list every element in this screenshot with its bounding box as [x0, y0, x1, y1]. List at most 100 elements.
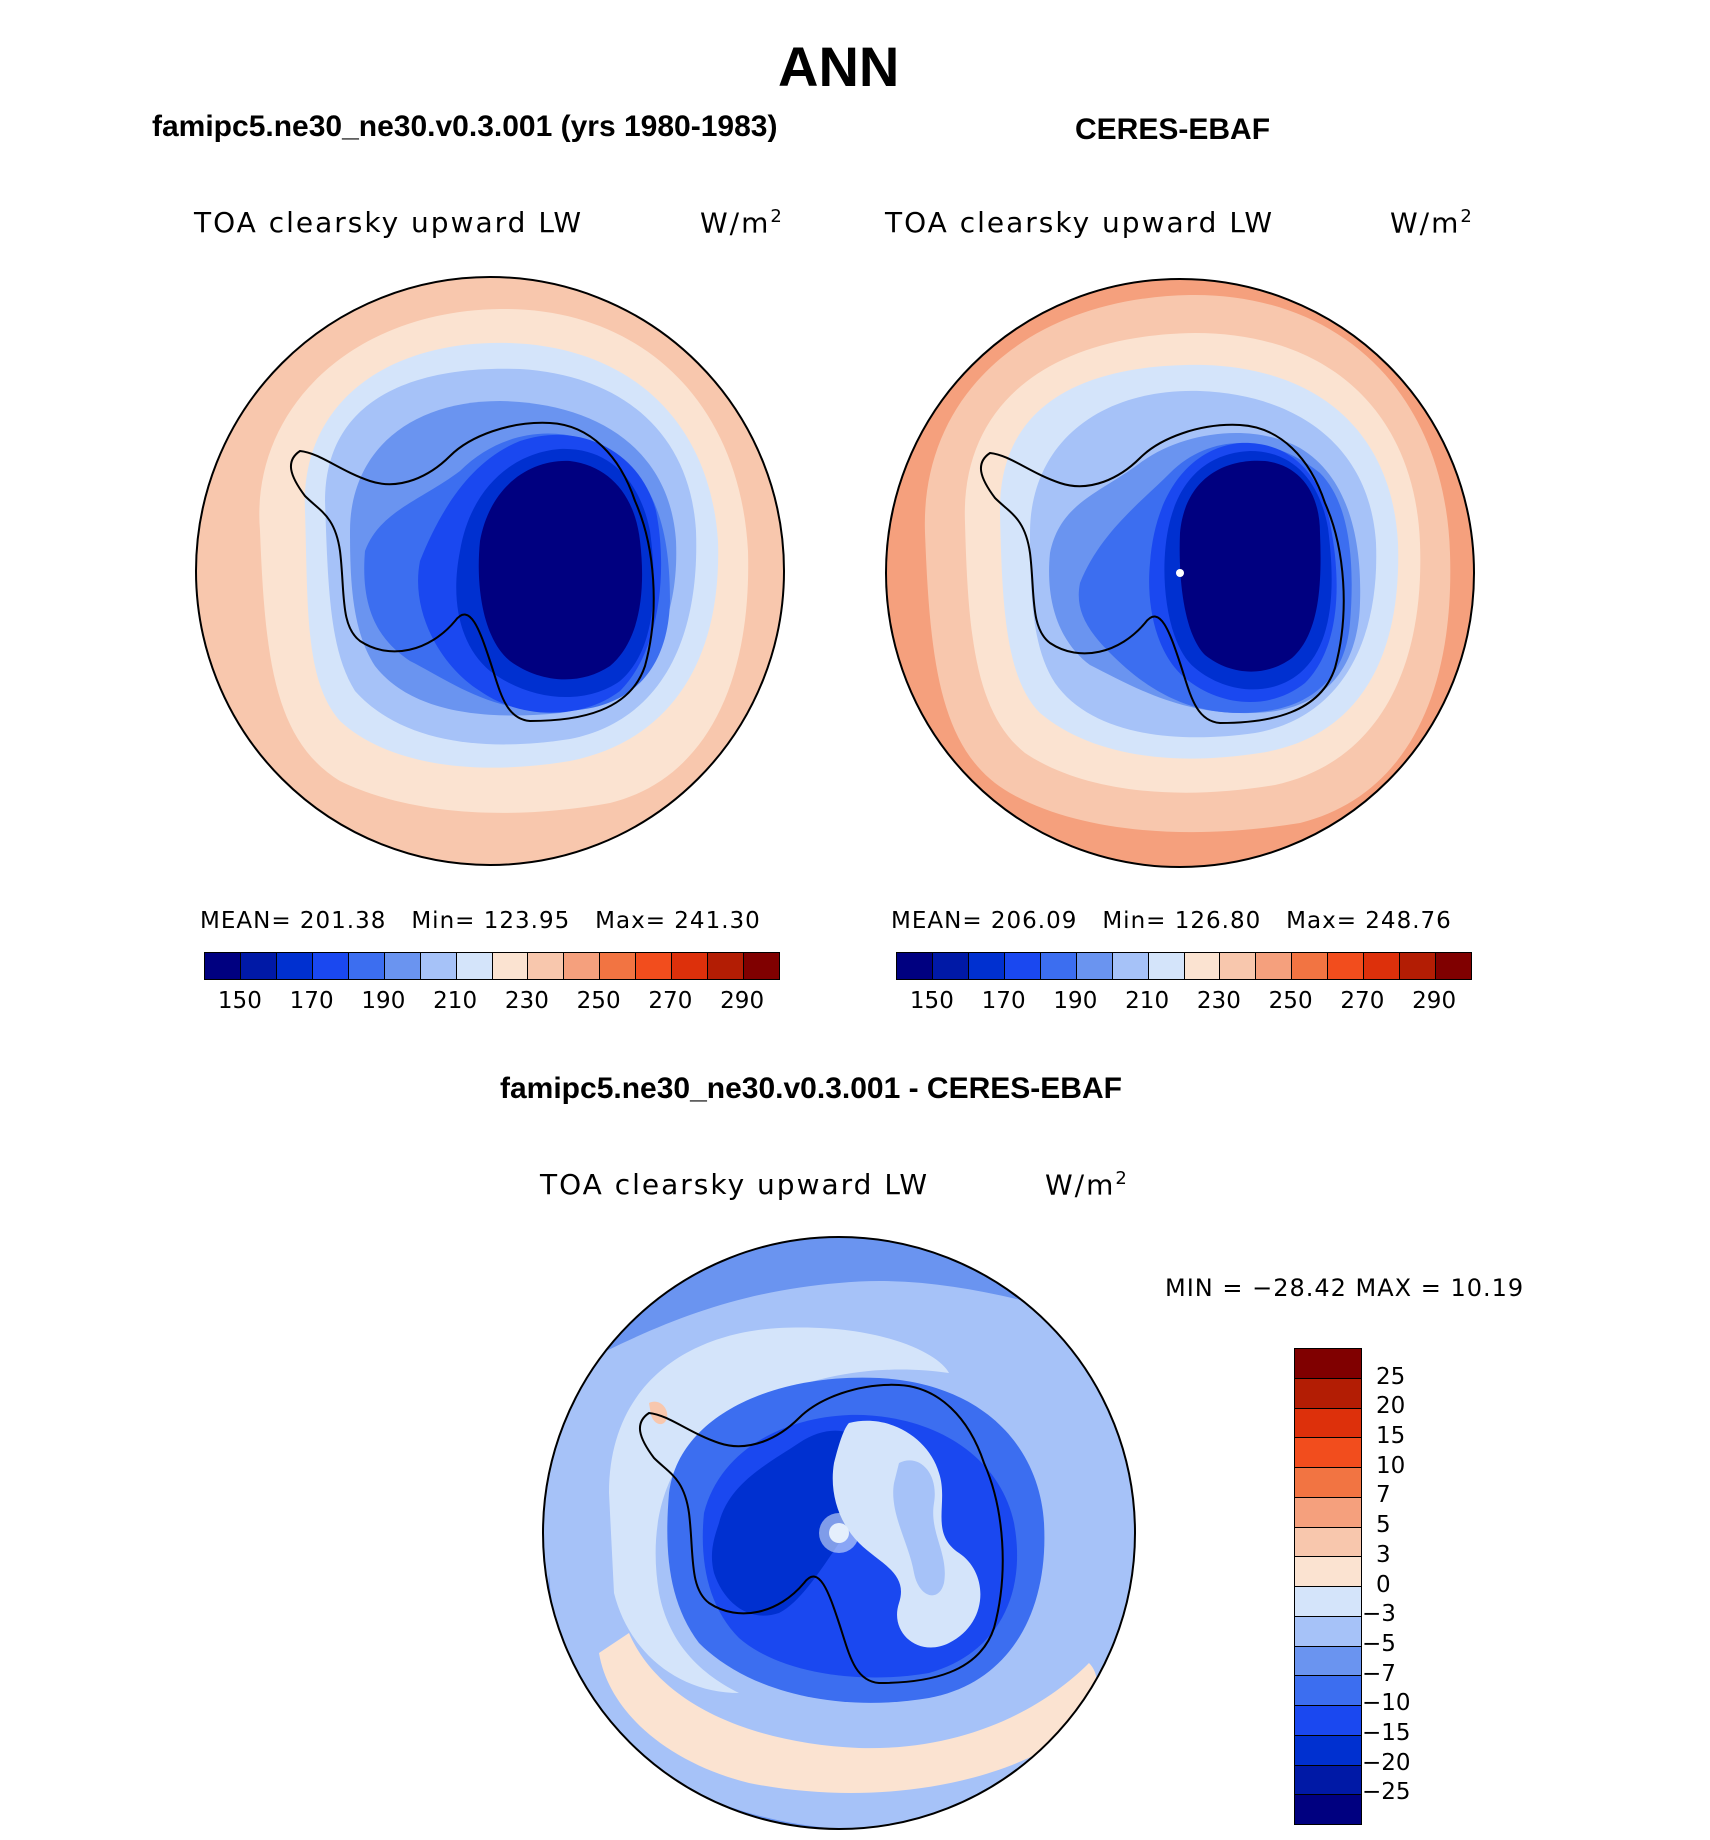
contour-band-150-160	[1179, 460, 1321, 672]
colorbar-tick-label: 15	[1376, 1423, 1406, 1450]
right-mean-label: MEAN=	[891, 908, 983, 934]
left-units-exp: 2	[770, 206, 784, 227]
colorbar-swatch-7	[1295, 1557, 1361, 1587]
left-variable-label: TOA clearsky upward LW	[194, 206, 584, 239]
colorbar-swatch-1	[932, 953, 969, 979]
south-pole-marker	[1176, 569, 1184, 577]
diff-colorbar-ticks: 25 20 15 10 7 5 3 0 −3 −5 −7 −10 −15 −20 −25	[1362, 1348, 1450, 1823]
colorbar-tick-label: 250	[1268, 988, 1313, 1014]
left-min-label: Min=	[411, 908, 476, 934]
left-stats: MEAN= 201.38 Min= 123.95 Max= 241.30	[200, 908, 761, 934]
diff-units-label: W/m2	[1045, 1168, 1129, 1201]
colorbar-swatch-13	[1295, 1735, 1361, 1766]
colorbar-swatch-6	[1295, 1527, 1361, 1558]
colorbar-tick-label: 230	[504, 988, 549, 1014]
left-units-base: W/m	[700, 206, 771, 240]
contour-band-minus3-minus5-interior	[893, 1460, 945, 1596]
colorbar-tick-label: 290	[1412, 988, 1457, 1014]
colorbar-tick-label: 230	[1196, 988, 1241, 1014]
colorbar-swatch-7	[1148, 953, 1185, 979]
colorbar-swatch-13	[1364, 953, 1401, 979]
colorbar-tick-label: 170	[289, 988, 334, 1014]
colorbar-tick-label: −20	[1362, 1749, 1411, 1776]
right-min-value: 126.80	[1174, 908, 1262, 934]
left-panel-header: famipc5.ne30_ne30.v0.3.001 (yrs 1980-198…	[152, 110, 778, 143]
colorbar-swatch-3	[1004, 953, 1041, 979]
colorbar-swatch-9	[528, 953, 565, 979]
colorbar-tick-label: 5	[1376, 1512, 1391, 1539]
colorbar-swatch-1	[1295, 1378, 1361, 1409]
right-mean-value: 206.09	[990, 908, 1078, 934]
colorbar-swatch-6	[420, 953, 457, 979]
left-map-boundary	[195, 276, 785, 866]
colorbar-swatch-6	[1112, 953, 1149, 979]
colorbar-swatch-2	[968, 953, 1005, 979]
colorbar-swatch-9	[1220, 953, 1257, 979]
colorbar-tick-label: 190	[361, 988, 406, 1014]
left-max-value: 241.30	[674, 908, 761, 934]
colorbar-swatch-8	[1295, 1587, 1361, 1617]
colorbar-tick-label: 150	[217, 988, 262, 1014]
colorbar-swatch-10	[1256, 953, 1293, 979]
colorbar-tick-label: 190	[1053, 988, 1098, 1014]
antarctica-coastline	[290, 421, 655, 723]
left-mean-value: 201.38	[299, 908, 387, 934]
colorbar-swatch-0	[897, 953, 933, 979]
colorbar-swatch-12	[636, 953, 673, 979]
colorbar-tick-label: 10	[1376, 1452, 1406, 1479]
right-colorbar	[896, 952, 1472, 980]
colorbar-swatch-15	[744, 953, 779, 979]
colorbar-tick-label: 270	[648, 988, 693, 1014]
right-min-label: Min=	[1102, 908, 1167, 934]
colorbar-swatch-5	[384, 953, 421, 979]
colorbar-swatch-3	[312, 953, 349, 979]
colorbar-swatch-7	[456, 953, 493, 979]
right-units-exp: 2	[1460, 206, 1474, 227]
diff-units-exp: 2	[1115, 1168, 1129, 1189]
colorbar-swatch-8	[492, 953, 529, 979]
colorbar-swatch-10	[1295, 1646, 1361, 1677]
contour-band-positive-peninsula	[649, 1401, 668, 1425]
right-max-value: 248.76	[1365, 908, 1452, 934]
right-units-base: W/m	[1390, 206, 1461, 240]
colorbar-swatch-4	[1295, 1468, 1361, 1498]
right-colorbar-ticks: 150 170 190 210 230 250 270 290	[896, 988, 1470, 1018]
colorbar-swatch-14	[708, 953, 745, 979]
colorbar-swatch-14	[1400, 953, 1437, 979]
colorbar-tick-label: 210	[1125, 988, 1170, 1014]
contour-band-0-3	[599, 1633, 1097, 1793]
colorbar-tick-label: −7	[1362, 1660, 1396, 1687]
colorbar-tick-label: 150	[909, 988, 954, 1014]
diff-polar-map	[542, 1236, 1136, 1830]
contour-band-150-160	[478, 460, 643, 680]
colorbar-tick-label: −3	[1362, 1601, 1396, 1628]
colorbar-tick-label: −10	[1362, 1690, 1411, 1717]
main-title: ANN	[778, 35, 900, 98]
colorbar-tick-label: 20	[1376, 1393, 1406, 1420]
colorbar-swatch-3	[1295, 1438, 1361, 1468]
diff-panel-header: famipc5.ne30_ne30.v0.3.001 - CERES-EBAF	[500, 1072, 1122, 1105]
antarctica-coastline	[980, 423, 1345, 725]
right-polar-map	[885, 278, 1475, 868]
diff-units-base: W/m	[1045, 1168, 1116, 1202]
colorbar-swatch-9	[1295, 1616, 1361, 1647]
left-colorbar	[204, 952, 780, 980]
colorbar-swatch-11	[1292, 953, 1329, 979]
colorbar-swatch-14	[1295, 1765, 1361, 1796]
colorbar-tick-label: 290	[720, 988, 765, 1014]
colorbar-swatch-2	[1295, 1408, 1361, 1439]
colorbar-swatch-1	[240, 953, 277, 979]
colorbar-swatch-10	[564, 953, 601, 979]
antarctica-coastline	[639, 1383, 1004, 1685]
colorbar-swatch-4	[1040, 953, 1077, 979]
colorbar-swatch-11	[1295, 1676, 1361, 1706]
right-stats: MEAN= 206.09 Min= 126.80 Max= 248.76	[891, 908, 1452, 934]
left-max-label: Max=	[595, 908, 666, 934]
left-mean-label: MEAN=	[200, 908, 292, 934]
right-max-label: Max=	[1286, 908, 1357, 934]
colorbar-tick-label: 25	[1376, 1363, 1406, 1390]
diff-variable-label: TOA clearsky upward LW	[540, 1168, 930, 1201]
colorbar-swatch-12	[1328, 953, 1365, 979]
colorbar-swatch-11	[600, 953, 637, 979]
colorbar-tick-label: 250	[576, 988, 621, 1014]
